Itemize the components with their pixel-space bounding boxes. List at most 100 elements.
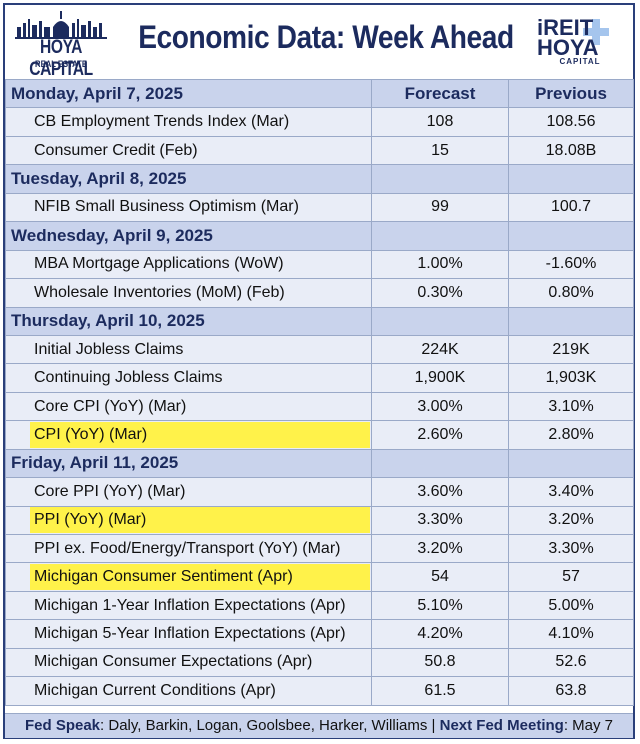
forecast-value: 3.30%	[371, 505, 509, 536]
event-name-cell: Michigan Current Conditions (Apr)	[5, 676, 372, 706]
day-date: Wednesday, April 9, 2025	[5, 221, 372, 251]
forecast-value: 0.30%	[371, 278, 509, 308]
highlighted-event-name: Michigan Consumer Sentiment (Apr)	[30, 564, 370, 591]
event-name: Michigan 1-Year Inflation Expectations (…	[34, 596, 346, 614]
forecast-value: 1,900K	[371, 363, 509, 393]
highlighted-event-name: CPI (YoY) (Mar)	[30, 421, 370, 448]
ireit-hoya-logo: iREIT HOYA CAPITAL	[533, 15, 629, 73]
forecast-value: 108	[371, 107, 509, 137]
forecast-value: 3.60%	[371, 477, 509, 507]
event-row: Consumer Credit (Feb) 15 18.08B	[5, 135, 634, 166]
event-name: Continuing Jobless Claims	[34, 369, 223, 387]
previous-value: 18.08B	[508, 135, 634, 166]
previous-value: 3.20%	[508, 505, 634, 536]
event-row: CPI (YoY) (Mar) 2.60% 2.80%	[5, 420, 634, 450]
forecast-value: 4.20%	[371, 619, 509, 649]
next-fed-meeting-label: Next Fed Meeting	[439, 717, 564, 734]
previous-value: 2.80%	[508, 420, 634, 450]
economic-data-table: Monday, April 7, 2025 Forecast Previous CB …	[5, 78, 634, 706]
previous-value: 3.40%	[508, 477, 634, 507]
previous-value: 4.10%	[508, 619, 634, 649]
event-name-cell: Core PPI (YoY) (Mar)	[5, 477, 372, 507]
event-row: Core PPI (YoY) (Mar) 3.60% 3.40%	[5, 477, 634, 507]
forecast-column-header: Forecast	[371, 78, 509, 109]
event-name: Michigan Current Conditions (Apr)	[34, 681, 276, 699]
day-date: Thursday, April 10, 2025	[5, 306, 372, 336]
previous-value: 219K	[508, 334, 634, 365]
forecast-value: 224K	[371, 334, 509, 365]
forecast-value: 61.5	[371, 676, 509, 706]
day-header-row: Thursday, April 10, 2025	[5, 306, 634, 336]
event-row: NFIB Small Business Optimism (Mar) 99 100.…	[5, 192, 634, 223]
economic-calendar-card: HOYA CAPITAL REAL ESTATE Economic Data: …	[3, 3, 635, 739]
previous-value: 5.00%	[508, 590, 634, 621]
event-name-cell: PPI (YoY) (Mar)	[5, 505, 372, 536]
event-name-cell: CB Employment Trends Index (Mar)	[5, 107, 372, 137]
event-name: Michigan Consumer Expectations (Apr)	[34, 653, 313, 671]
event-name: Wholesale Inventories (MoM) (Feb)	[34, 283, 285, 301]
previous-value: 1,903K	[508, 363, 634, 393]
event-name-cell: Initial Jobless Claims	[5, 334, 372, 365]
next-fed-meeting-text: : May 7	[563, 717, 613, 734]
logo-brand-text: HOYA CAPITAL	[29, 37, 93, 80]
plus-cross-icon	[583, 19, 609, 45]
day-header-spacer	[371, 448, 509, 479]
day-header-row: Monday, April 7, 2025 Forecast Previous	[5, 78, 634, 109]
forecast-value: 54	[371, 562, 509, 592]
event-row: CB Employment Trends Index (Mar) 108 108.5…	[5, 107, 634, 137]
event-name: Core PPI (YoY) (Mar)	[34, 482, 186, 500]
event-row: Michigan 5-Year Inflation Expectations (…	[5, 619, 634, 649]
day-header-spacer	[508, 306, 634, 336]
forecast-value: 3.00%	[371, 391, 509, 422]
previous-value: 3.30%	[508, 533, 634, 564]
event-row: PPI (YoY) (Mar) 3.30% 3.20%	[5, 505, 634, 536]
previous-value: 3.10%	[508, 391, 634, 422]
event-name: PPI ex. Food/Energy/Transport (YoY) (Mar…	[34, 539, 341, 557]
event-row: Michigan 1-Year Inflation Expectations (…	[5, 590, 634, 621]
event-row: Wholesale Inventories (MoM) (Feb) 0.30% 0.…	[5, 278, 634, 308]
event-row: Michigan Consumer Sentiment (Apr) 54 57	[5, 562, 634, 592]
previous-value: 108.56	[508, 107, 634, 137]
event-name: MBA Mortgage Applications (WoW)	[34, 255, 284, 273]
day-date: Monday, April 7, 2025	[5, 78, 372, 109]
forecast-value: 5.10%	[371, 590, 509, 621]
day-header-spacer	[371, 164, 509, 194]
event-name-cell: MBA Mortgage Applications (WoW)	[5, 249, 372, 280]
day-date: Friday, April 11, 2025	[5, 448, 372, 479]
event-row: Michigan Consumer Expectations (Apr) 50.8…	[5, 647, 634, 678]
event-row: Initial Jobless Claims 224K 219K	[5, 334, 634, 365]
logo-hoya-text: HOYA	[537, 35, 599, 60]
day-header-spacer	[508, 448, 634, 479]
event-name-cell: Michigan 1-Year Inflation Expectations (…	[5, 590, 372, 621]
previous-value: 63.8	[508, 676, 634, 706]
capitol-skyline-icon	[15, 11, 107, 39]
event-name-cell: Wholesale Inventories (MoM) (Feb)	[5, 278, 372, 308]
event-name: Consumer Credit (Feb)	[34, 141, 198, 159]
day-header-row: Tuesday, April 8, 2025	[5, 164, 634, 194]
event-row: Continuing Jobless Claims 1,900K 1,903K	[5, 363, 634, 393]
event-name: CB Employment Trends Index (Mar)	[34, 113, 290, 131]
event-name: Core CPI (YoY) (Mar)	[34, 397, 187, 415]
previous-value: 100.7	[508, 192, 634, 223]
fed-speak-label: Fed Speak	[25, 717, 101, 734]
forecast-value: 50.8	[371, 647, 509, 678]
event-name-cell: Consumer Credit (Feb)	[5, 135, 372, 166]
logo-ireit-text: iREIT	[537, 15, 594, 40]
event-row: MBA Mortgage Applications (WoW) 1.00% -1.6…	[5, 249, 634, 280]
event-name: Initial Jobless Claims	[34, 340, 184, 358]
logo-capital-text: CAPITAL	[559, 57, 601, 66]
event-name-cell: Continuing Jobless Claims	[5, 363, 372, 393]
header: HOYA CAPITAL REAL ESTATE Economic Data: …	[5, 5, 633, 80]
day-header-row: Wednesday, April 9, 2025	[5, 221, 634, 251]
event-name: NFIB Small Business Optimism (Mar)	[34, 198, 299, 216]
day-date: Tuesday, April 8, 2025	[5, 164, 372, 194]
event-name-cell: Michigan Consumer Expectations (Apr)	[5, 647, 372, 678]
event-row: Michigan Current Conditions (Apr) 61.5 63.…	[5, 676, 634, 706]
page-title: Economic Data: Week Ahead	[138, 19, 514, 55]
fed-speak-text: : Daly, Barkin, Logan, Goolsbee, Harker,…	[100, 717, 440, 734]
previous-value: 57	[508, 562, 634, 592]
day-header-spacer	[371, 221, 509, 251]
previous-column-header: Previous	[508, 78, 634, 109]
day-header-spacer	[508, 164, 634, 194]
event-name-cell: NFIB Small Business Optimism (Mar)	[5, 192, 372, 223]
